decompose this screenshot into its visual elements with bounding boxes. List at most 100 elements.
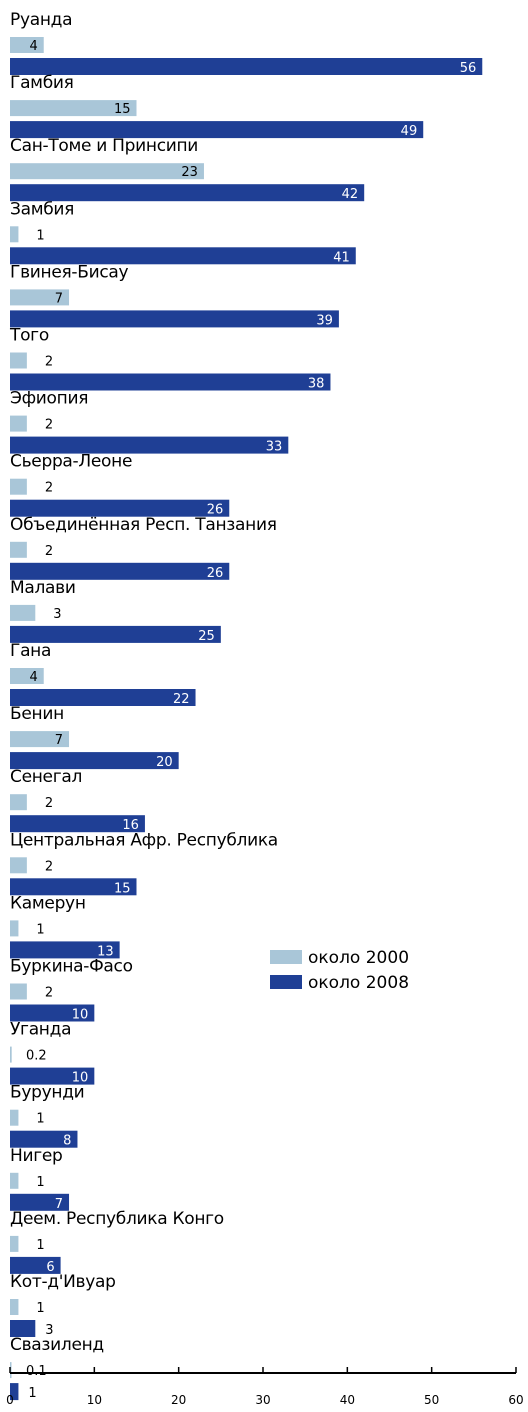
value-label-2008: 13 [97, 944, 114, 959]
value-label-2008: 26 [207, 566, 224, 581]
country-label: Сенегал [10, 767, 82, 787]
bar-2000 [10, 352, 27, 369]
bar-2000 [10, 226, 19, 243]
x-tick-label: 30 [255, 1393, 270, 1407]
country-row: Бенин 7 20 [10, 704, 179, 770]
value-label-2008: 56 [460, 61, 477, 76]
value-label-2008: 8 [63, 1134, 71, 1149]
legend-swatch [270, 975, 302, 989]
value-label-2000: 0.2 [26, 1049, 47, 1064]
value-label-2000: 2 [45, 355, 53, 370]
bar-2008 [10, 1130, 78, 1148]
country-label: Малави [10, 578, 76, 598]
value-label-2000: 2 [45, 796, 53, 811]
bar-2008 [10, 689, 196, 706]
country-row: Свазиленд 0.1 1 [10, 1335, 104, 1401]
value-label-2008: 10 [72, 1071, 89, 1086]
bar-2008 [10, 562, 230, 580]
bar-2008 [10, 310, 339, 328]
x-tick-label: 20 [171, 1393, 186, 1407]
bar-2008 [10, 1193, 70, 1211]
country-row: Объединённая Респ. Танзания 2 26 [10, 515, 277, 581]
bar-2000 [10, 731, 70, 748]
value-label-2008: 49 [401, 124, 418, 139]
country-label: Уганда [10, 1020, 71, 1040]
bar-2000 [10, 163, 204, 180]
country-label: Кот-д'Ивуар [10, 1272, 116, 1292]
country-row: Руанда 4 56 [10, 10, 483, 76]
bar-2008 [10, 499, 230, 517]
country-label: Гвинея-Бисау [10, 262, 129, 282]
country-row: Эфиопия 2 33 [10, 389, 289, 455]
value-label-2000: 2 [45, 859, 53, 874]
bar-2008 [10, 752, 179, 770]
country-row: Гана 4 22 [10, 641, 196, 707]
value-label-2008: 10 [72, 1008, 89, 1023]
x-tick-label: 60 [508, 1393, 523, 1407]
value-label-2000: 2 [45, 418, 53, 433]
value-label-2008: 1 [28, 1386, 36, 1401]
bar-2008 [10, 1320, 36, 1337]
value-label-2000: 1 [36, 1112, 44, 1127]
country-row: Малави 3 25 [10, 578, 221, 644]
country-row: Гамбия 15 49 [10, 73, 424, 139]
country-row: Нигер 17 [10, 1146, 70, 1212]
bar-2008 [10, 625, 221, 643]
bar-2000 [10, 1235, 19, 1252]
x-axis: 0 10 20 30 40 50 60 [6, 1367, 524, 1407]
country-label: Руанда [10, 10, 72, 30]
value-label-2000: 4 [29, 670, 37, 685]
value-label-2008: 3 [45, 1323, 53, 1338]
bar-2000 [10, 794, 27, 811]
value-label-2008: 33 [266, 440, 283, 455]
value-label-2000: 1 [36, 1301, 44, 1316]
country-label: Того [9, 326, 49, 346]
bar-2000 [10, 415, 27, 432]
bar-2000 [10, 857, 27, 874]
bar-2008 [10, 1004, 95, 1022]
bar-2008 [10, 58, 483, 75]
x-tick-label: 10 [87, 1393, 102, 1407]
legend-swatch [270, 950, 302, 964]
country-row: Гвинея-Бисау 7 39 [10, 262, 339, 328]
country-label: Бенин [10, 704, 64, 724]
bar-2008 [10, 1256, 61, 1274]
value-label-2000: 1 [36, 1175, 44, 1190]
bar-2008 [10, 1383, 19, 1401]
country-row: Уганда 0.2 10 [10, 1020, 95, 1086]
bar-2008 [10, 815, 145, 833]
country-label: Нигер [10, 1146, 63, 1166]
bar-2000 [10, 1299, 19, 1315]
value-label-2000: 4 [29, 39, 37, 54]
value-label-2000: 1 [36, 1238, 44, 1253]
value-label-2000: 23 [181, 165, 198, 180]
value-label-2008: 38 [308, 377, 325, 392]
country-row: Сан-Томе и Принсипи 23 42 [10, 136, 365, 202]
country-label: Гамбия [10, 73, 74, 93]
bar-2008 [10, 1067, 95, 1085]
bar-2008 [10, 436, 289, 454]
bar-2000 [10, 1109, 19, 1126]
value-label-2000: 2 [45, 544, 53, 559]
x-tick-label: 50 [424, 1393, 439, 1407]
country-label: Гана [10, 641, 51, 661]
value-label-2008: 16 [122, 818, 139, 833]
value-label-2008: 7 [55, 1197, 63, 1212]
country-label: Сан-Томе и Принсипи [10, 136, 198, 156]
bar-2008 [10, 878, 137, 896]
value-label-2008: 25 [198, 629, 215, 644]
value-label-2000: 2 [45, 481, 53, 496]
value-label-2008: 15 [114, 881, 131, 896]
x-tick-label: 40 [340, 1393, 355, 1407]
value-label-2008: 6 [46, 1260, 54, 1275]
country-row: Кот-д'Ивуар 13 [10, 1272, 116, 1338]
country-label: Сьерра-Леоне [10, 452, 132, 472]
country-label: Деем. Республика Конго [10, 1209, 224, 1229]
country-row: Камерун 1 13 [10, 893, 120, 959]
country-label: Объединённая Респ. Танзания [10, 515, 277, 535]
bar-2008 [10, 121, 424, 139]
value-label-2008: 39 [316, 313, 333, 328]
bar-2000 [10, 920, 19, 937]
country-row: Сьерра-Леоне 2 26 [10, 452, 230, 518]
